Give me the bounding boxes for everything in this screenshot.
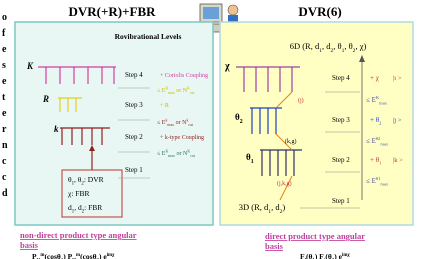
text-part: max: [379, 101, 388, 106]
text-part: 1: [379, 161, 381, 166]
text-part: max: [380, 182, 389, 187]
text-part: ≤ E: [157, 120, 166, 126]
text-part: K: [187, 149, 190, 153]
heading: DVR(6): [298, 4, 341, 19]
step-label: Step 4: [125, 71, 143, 79]
text-part: : FBR: [84, 203, 102, 212]
step-label: Step 4: [332, 74, 350, 82]
text-part: ): [282, 202, 285, 212]
text-part: or N: [174, 120, 187, 126]
step-label: Step 1: [332, 197, 350, 205]
text-part: ) P: [63, 252, 72, 259]
caption-title: direct product type angular: [265, 231, 365, 241]
annotation: + k-type Coupling: [160, 135, 204, 141]
ket: |k >: [393, 157, 403, 164]
text-part: R: [187, 86, 190, 90]
text-part: 6D (R, d: [290, 41, 320, 51]
caption-title: non-direct product type angular: [20, 230, 137, 240]
text-part: ) F: [315, 252, 324, 259]
text-part: + Coriolis Coupling: [160, 73, 208, 79]
text-part: θ1: [376, 176, 380, 181]
ket: |j >: [393, 117, 402, 124]
heading: DVR(+R)+FBR: [68, 4, 156, 19]
text-part: χ: [224, 61, 230, 72]
text-part: : DVR: [84, 175, 104, 184]
branch-label: (k,g): [285, 138, 297, 145]
text-part: ≤ E: [366, 137, 376, 145]
text-part: + R: [160, 103, 169, 109]
text-part: or N: [175, 88, 188, 94]
text-part: χ: FBR: [68, 189, 89, 198]
margin-fragment: f: [2, 28, 6, 39]
branch-label: (j): [298, 97, 304, 104]
text-part: + k-type Coupling: [160, 135, 204, 141]
margin-fragment: d: [2, 188, 8, 199]
step-label: Step 2: [332, 156, 350, 164]
text-part: k: [165, 118, 167, 122]
margin-fragment: e: [2, 76, 7, 87]
figure: ofeseternccd DVR(+R)+FBR DVR(6) Rovibrat…: [0, 0, 423, 259]
margin-fragment: s: [2, 60, 6, 71]
text-part: ≤ E: [366, 96, 376, 104]
margin-fragment: c: [2, 156, 7, 167]
panel-title: Rovibrational Levels: [115, 32, 182, 41]
text-part: ≤ E: [157, 151, 166, 157]
text-part: , θ: [333, 41, 341, 51]
text-part: imχ: [107, 253, 115, 258]
margin-fragment: c: [2, 172, 7, 183]
right-panel: [220, 22, 413, 225]
text-part: θ2: [376, 136, 381, 141]
text-part: or N: [175, 151, 188, 157]
step-label: Step 2: [125, 133, 143, 141]
text-part: k: [186, 118, 188, 122]
formula: Fl(θ1) Fj(θ2) eimχ: [300, 252, 350, 259]
level-label: K: [26, 61, 34, 71]
annotation: + R: [160, 103, 169, 109]
ket: |i >: [393, 75, 402, 82]
caption-title: basis: [20, 240, 39, 250]
margin-fragment: o: [2, 12, 7, 23]
margin-fragment: r: [2, 124, 7, 135]
step-label: Step 1: [125, 166, 143, 174]
text-part: R: [165, 86, 168, 90]
margin-fragment: e: [2, 44, 7, 55]
text-part: (cosθ: [80, 252, 96, 259]
text-part: 3D (R, d: [239, 202, 269, 212]
add-label: + χ: [370, 74, 380, 82]
text-part: max: [380, 142, 389, 147]
annotation: + Coriolis Coupling: [160, 73, 208, 79]
level-label: k: [54, 124, 59, 134]
text-part: , χ): [355, 41, 366, 51]
text-part: ≤ E: [366, 177, 376, 185]
branch-label: (j,k,g): [277, 180, 292, 187]
basis-line: χ: FBR: [68, 189, 89, 198]
caption-title: basis: [265, 241, 284, 251]
step-label: Step 3: [125, 101, 143, 109]
margin-fragment: n: [2, 140, 8, 151]
text-part: + χ: [370, 74, 380, 82]
margin-fragment: e: [2, 108, 7, 119]
text-part: imχ: [342, 253, 350, 258]
text-part: K: [165, 149, 168, 153]
text-part: 1: [251, 159, 254, 165]
margin-fragment: t: [2, 92, 6, 103]
level-label: χ: [224, 61, 230, 72]
text-part: , θ: [344, 41, 352, 51]
text-part: ≤ E: [157, 88, 166, 94]
level-label: R: [42, 94, 49, 104]
annotation: ≤ ERmax or NRcut: [157, 86, 195, 95]
step-label: Step 3: [332, 116, 350, 124]
text-part: (cosθ: [44, 252, 60, 259]
text-part: 2: [240, 119, 243, 125]
formula: Pl1m(cosθ1) Pl2m(cosθ2) eimχ: [32, 252, 115, 259]
annotation: ≤ EKmax or NKcut: [157, 149, 196, 158]
